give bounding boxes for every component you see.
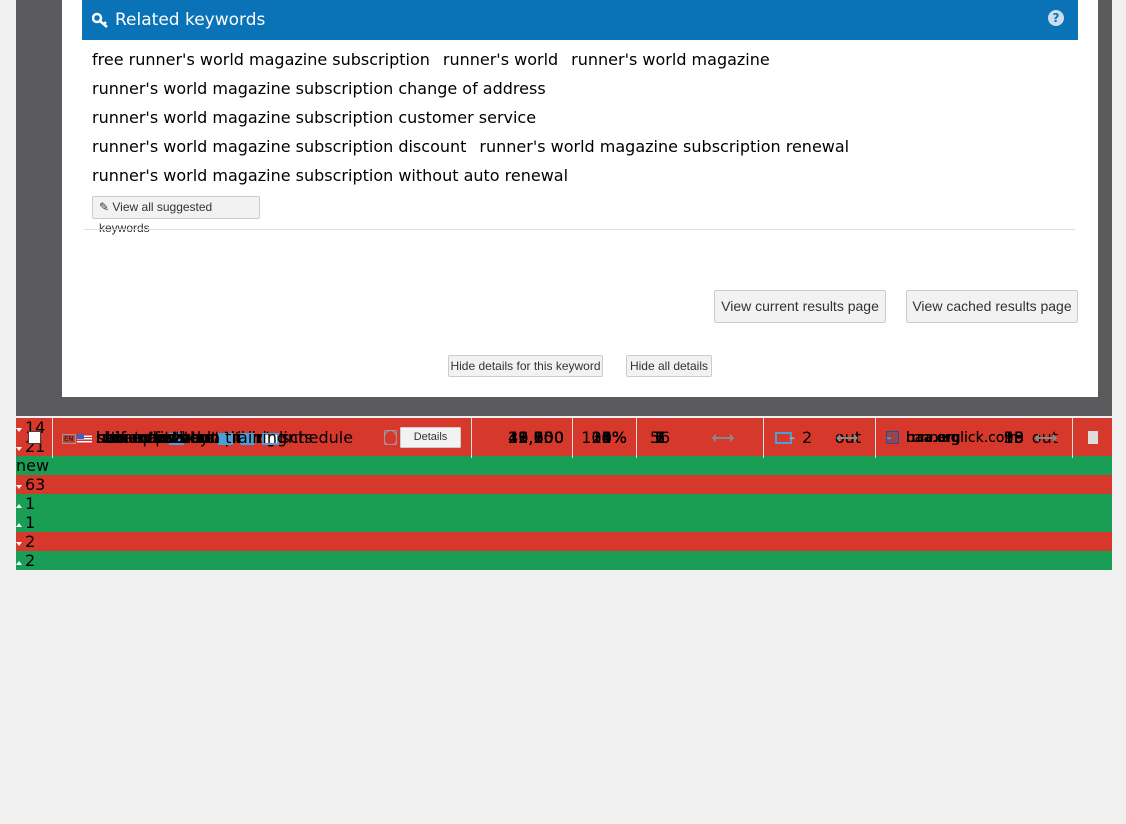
change-triangle [16, 561, 22, 565]
column-separator [875, 418, 876, 458]
change-badge: 1 [16, 494, 1112, 513]
keyword-pill[interactable]: runner's world magazine subscription dis… [92, 137, 466, 156]
change-badge: 2 [16, 551, 1112, 570]
keyword-row: ENshin splints treatmentDetails9,90030%1… [16, 475, 1112, 494]
change-value: 1 [25, 494, 35, 513]
no-change-icon [839, 437, 855, 439]
keyword-pill[interactable]: runner's world magazine [571, 50, 770, 69]
star-icon [384, 430, 397, 445]
share: 4% [602, 418, 627, 458]
change-badge: 1 [16, 513, 1112, 532]
hide-all-button[interactable]: Hide all details [626, 355, 712, 377]
keyword-row: ENhalf marathon training scheduleDetails… [16, 494, 1112, 513]
keyword-text[interactable]: half - marathon training [96, 428, 287, 447]
position: 6 [636, 418, 684, 458]
change-value: new [16, 456, 49, 475]
keyword-pill[interactable]: runner's world magazine subscription cus… [92, 108, 536, 127]
flag-icon [77, 434, 92, 444]
keyword-row: ENhalf - marathon trainingDetails49,5004… [16, 532, 1112, 570]
column-separator [52, 418, 53, 458]
change-badge: new [16, 456, 1112, 475]
divider [84, 229, 1075, 230]
keyword: half - marathon training [96, 418, 287, 458]
change-triangle [16, 504, 22, 508]
view-all-button[interactable]: ✎ View all suggested keywords [92, 196, 260, 219]
backdrop: Related keywords ? free runner's world m… [16, 0, 1112, 416]
change-triangle [16, 523, 22, 527]
hide-keyword-button[interactable]: Hide details for this keyword [448, 355, 603, 377]
change-triangle [16, 485, 22, 489]
cached-results-button[interactable]: View cached results page [906, 290, 1078, 323]
keyword-row: ENhalf marathonDetails33,10010%3-outbaa.… [16, 513, 1112, 532]
related-panel: Related keywords ? free runner's world m… [62, 0, 1098, 397]
keyword-pill[interactable]: runner's world [443, 50, 558, 69]
keyword-pill[interactable]: runner's world magazine subscription cha… [92, 79, 546, 98]
change-value: 1 [25, 513, 35, 532]
change-value: 2 [25, 551, 35, 570]
search-volume: 49,500 [508, 418, 564, 458]
keyword-row: ENultramarathonDetails3,6001%56new-- [16, 456, 1112, 475]
change-value: 2 [25, 532, 35, 551]
keyword-table: ENrunner'sDetails1505%1-outrrca.org1814E… [16, 418, 1112, 570]
domain-rank: 10 [1004, 418, 1024, 458]
keyword-pill[interactable]: free runner's world magazine subscriptio… [92, 50, 430, 69]
keyword-pill[interactable]: runner's world magazine subscription wit… [92, 166, 568, 185]
key-icon [92, 12, 110, 28]
column-separator [572, 418, 573, 458]
panel-title: Related keywords [115, 0, 265, 40]
row-checkbox[interactable] [28, 431, 41, 444]
column-separator [471, 418, 472, 458]
favicon [886, 431, 899, 444]
column-separator [1072, 418, 1073, 458]
change-triangle [16, 447, 22, 451]
details-button[interactable]: Details [400, 427, 461, 448]
serp-features: - [763, 418, 821, 458]
change-badge: 2 [16, 532, 1112, 551]
keyword-pills: free runner's world magazine subscriptio… [92, 50, 852, 185]
no-change-icon [1038, 437, 1054, 439]
no-change-icon [715, 437, 731, 439]
change-value: 63 [25, 475, 45, 494]
change-triangle [16, 428, 22, 432]
delete-icon[interactable] [1088, 431, 1098, 444]
ranking-domain: baa.org [906, 418, 959, 458]
change-badge: 63 [16, 475, 1112, 494]
lang-tag: EN [62, 434, 76, 444]
keyword-pill[interactable]: runner's world magazine subscription ren… [479, 137, 849, 156]
help-icon[interactable]: ? [1048, 10, 1064, 26]
current-results-button[interactable]: View current results page [714, 290, 886, 323]
panel-header: Related keywords ? [82, 0, 1078, 40]
change-triangle [16, 542, 22, 546]
details-label: Details [414, 431, 448, 443]
